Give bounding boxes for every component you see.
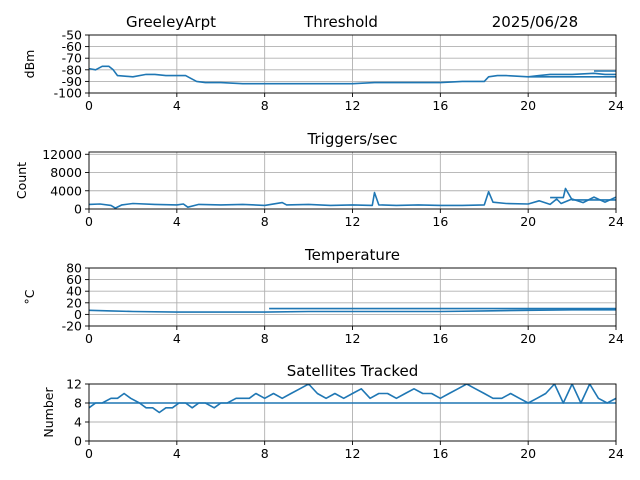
x-tick-label: 8 [261, 98, 269, 113]
x-tick-label: 24 [608, 446, 624, 461]
x-tick-label: 16 [432, 446, 448, 461]
x-tick-label: 16 [432, 98, 448, 113]
panel-title: Temperature [304, 246, 400, 264]
x-tick-label: 12 [345, 98, 361, 113]
panel-title: Triggers/sec [307, 130, 398, 148]
plot-frame [88, 267, 617, 327]
y-tick-label: 12 [66, 377, 82, 392]
date-label: 2025/06/28 [492, 13, 578, 31]
panel-triggers: 0 4 8 12 16 20 24 0 4000 8000 12000 Triggers/sec Cou… [14, 130, 624, 229]
x-tick-label: 0 [85, 446, 93, 461]
y-tick-label: 12000 [42, 147, 82, 162]
plot-title: Threshold [303, 13, 378, 31]
plot-frame [88, 383, 617, 442]
y-axis-label: Count [14, 162, 29, 199]
y-axis-label: Number [41, 387, 56, 438]
plot-frame [88, 151, 617, 210]
y-tick-label: -100 [54, 86, 82, 101]
x-tick-label: 8 [261, 331, 269, 346]
station-label: GreeleyArpt [126, 13, 216, 31]
x-tick-label: 20 [520, 331, 536, 346]
y-tick-label: -90 [62, 74, 82, 89]
y-axis-label: dBm [22, 50, 37, 79]
y-tick-label: -80 [62, 62, 82, 77]
y-tick-label: 4 [74, 415, 82, 430]
x-tick-label: 4 [173, 446, 181, 461]
series-line-triggers-0 [89, 190, 616, 209]
y-tick-label: -60 [62, 39, 82, 54]
series-line-triggers-1 [550, 187, 616, 201]
y-tick-label: 60 [66, 272, 82, 287]
x-tick-label: 4 [173, 98, 181, 113]
panel-satellites: 0 4 8 12 16 20 24 0 4 8 12 Satellites Tracked Number [41, 362, 624, 461]
x-tick-label: 0 [85, 331, 93, 346]
x-tick-label: 20 [520, 214, 536, 229]
y-tick-label: 20 [66, 295, 82, 310]
y-tick-label: 4000 [50, 183, 82, 198]
series-line-satellites-0 [89, 384, 616, 414]
x-tick-label: 20 [520, 98, 536, 113]
x-tick-label: 8 [261, 214, 269, 229]
x-tick-label: 24 [608, 214, 624, 229]
y-tick-label: 80 [66, 261, 82, 276]
panel-threshold: 0 4 8 12 16 20 24 -100-90-80-70-60-50 dBm [22, 28, 624, 114]
x-tick-label: 16 [432, 331, 448, 346]
x-tick-label: 24 [608, 98, 624, 113]
y-tick-label: 8 [74, 396, 82, 411]
y-tick-label: -70 [62, 51, 82, 66]
x-tick-label: 4 [173, 214, 181, 229]
y-tick-label: 0 [74, 434, 82, 449]
y-tick-label: 40 [66, 284, 82, 299]
y-tick-label: 0 [74, 202, 82, 217]
panel-title: Satellites Tracked [287, 362, 418, 380]
x-tick-label: 0 [85, 98, 93, 113]
x-tick-label: 12 [345, 214, 361, 229]
x-tick-label: 16 [432, 214, 448, 229]
y-tick-label: 8000 [50, 165, 82, 180]
y-tick-label: 0 [74, 307, 82, 322]
y-tick-label: -50 [62, 28, 82, 43]
x-tick-label: 8 [261, 446, 269, 461]
series-line-temperature-0 [89, 308, 616, 313]
x-tick-label: 0 [85, 214, 93, 229]
x-tick-label: 24 [608, 331, 624, 346]
y-axis-label: °C [22, 289, 37, 304]
x-tick-label: 20 [520, 446, 536, 461]
x-tick-label: 12 [345, 331, 361, 346]
y-tick-label: -20 [62, 319, 82, 334]
x-tick-label: 4 [173, 331, 181, 346]
x-tick-label: 12 [345, 446, 361, 461]
plot-frame [88, 34, 617, 94]
